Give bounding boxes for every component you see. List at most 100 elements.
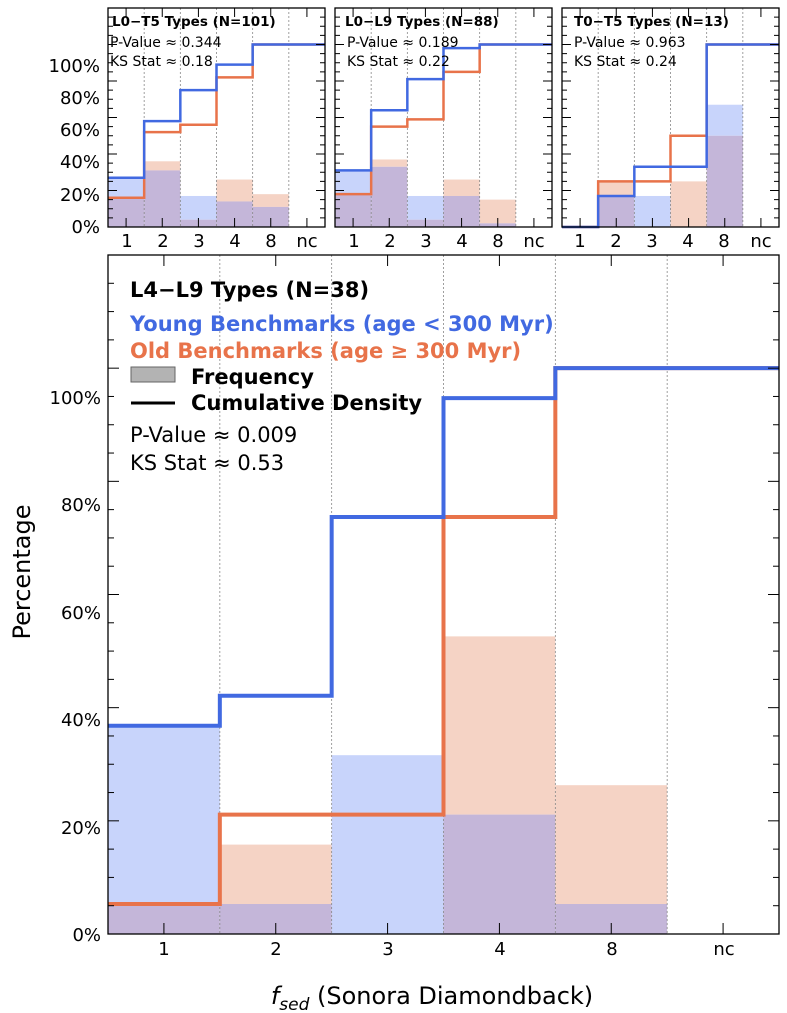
annotations: L0−T5 Types (N=101) P-Value ≈ 0.344 KS S…: [110, 14, 276, 70]
panel-top-left: 0% 20% 40% 60% 80% 100% 1 2 3 4 8 nc L0−…: [49, 7, 326, 252]
x-tick-label: 8: [606, 939, 617, 960]
y-tick-labels: 0% 20% 40% 60% 80% 100%: [49, 56, 100, 238]
ks-stat-text: KS Stat ≈ 0.18: [110, 54, 213, 70]
young-frequency-bar: [180, 195, 217, 220]
legend-old-label: Old Benchmarks (age ≥ 300 Myr): [130, 339, 521, 363]
x-tick-label: 3: [382, 939, 393, 960]
young-cumulative-line: [108, 366, 779, 728]
legend-young-label: Young Benchmarks (age < 300 Myr): [129, 312, 554, 336]
legend-frequency-patch: [130, 366, 176, 383]
p-value-text: P-Value ≈ 0.009: [130, 423, 297, 447]
x-tick-labels: 1 2 3 4 8 nc: [121, 231, 317, 252]
ks-stat-text: KS Stat ≈ 0.22: [347, 54, 450, 70]
y-tick-labels: 0% 20% 40% 60% 80% 100%: [50, 388, 101, 946]
x-tick-label: 4: [229, 231, 240, 252]
y-axis-label: Percentage: [8, 504, 36, 639]
y-tick-label: 100%: [49, 56, 100, 77]
x-tick-label: 8: [492, 231, 503, 252]
old-frequency-bar: [216, 179, 253, 202]
annotations: L0−L9 Types (N=88) P-Value ≈ 0.189 KS St…: [345, 14, 499, 70]
x-tick-labels: 1 2 3 4 8 nc: [158, 939, 734, 960]
old-frequency-bar: [479, 199, 516, 224]
old-frequency-bar: [144, 161, 181, 171]
x-tick-label: nc: [296, 231, 317, 252]
young-frequency-bar: [331, 755, 444, 934]
panel-title: T0−T5 Types (N=13): [574, 14, 729, 30]
x-tick-labels: 1 2 3 4 8 nc: [348, 231, 544, 252]
old-frequency-bar: [555, 785, 668, 905]
legend: L4−L9 Types (N=38) Young Benchmarks (age…: [129, 278, 554, 475]
x-tick-label: nc: [713, 939, 734, 960]
x-tick-label: 4: [456, 231, 467, 252]
x-tick-label: 3: [646, 231, 657, 252]
overlap-frequency-bar: [706, 135, 743, 227]
x-tick-label: 1: [574, 231, 585, 252]
panel-top-right: 1 2 3 4 8 nc T0−T5 Types (N=13) P-Value …: [561, 7, 780, 252]
legend-cumulative-label: Cumulative Density: [191, 391, 422, 415]
old-frequency-bar: [371, 159, 408, 167]
ks-stat-text: KS Stat ≈ 0.53: [130, 451, 284, 475]
young-cumulative-line: [562, 43, 779, 229]
y-tick-label: 20%: [61, 818, 101, 839]
young-frequency-bar: [108, 725, 220, 905]
x-tick-label: 2: [384, 231, 395, 252]
x-tick-label: nc: [523, 231, 544, 252]
x-tick-label: 8: [265, 231, 276, 252]
panel-title: L4−L9 Types (N=38): [130, 278, 369, 302]
legend-frequency-label: Frequency: [191, 365, 314, 389]
y-tick-label: 60%: [60, 120, 100, 141]
p-value-text: P-Value ≈ 0.189: [347, 35, 459, 51]
x-tick-label: 4: [682, 231, 693, 252]
ks-stat-text: KS Stat ≈ 0.24: [574, 54, 677, 70]
young-frequency-bar: [407, 195, 444, 220]
y-tick-label: 0%: [71, 217, 100, 238]
x-tick-label: nc: [750, 231, 771, 252]
overlap-frequency-bar: [443, 814, 556, 934]
annotations: T0−T5 Types (N=13) P-Value ≈ 0.963 KS St…: [574, 14, 729, 70]
y-tick-label: 100%: [50, 388, 101, 409]
overlap-frequency-bar: [252, 206, 289, 227]
x-tick-label: 4: [494, 939, 505, 960]
x-tick-labels: 1 2 3 4 8 nc: [574, 231, 771, 252]
x-tick-label: 3: [420, 231, 431, 252]
old-frequency-bar: [443, 179, 480, 196]
overlap-frequency-bar: [371, 166, 408, 227]
panel-main: 0% 20% 40% 60% 80% 100% 1 2 3 4 8 nc Per…: [8, 254, 780, 1013]
old-frequency-bar: [443, 636, 556, 815]
panel-title: L0−T5 Types (N=101): [112, 14, 276, 30]
x-tick-label: 2: [157, 231, 168, 252]
young-frequency-bar: [706, 104, 743, 136]
p-value-text: P-Value ≈ 0.344: [110, 35, 222, 51]
x-axis-label: fsed (Sonora Diamondback): [271, 982, 593, 1013]
x-tick-label: 3: [193, 231, 204, 252]
y-tick-label: 80%: [60, 88, 100, 109]
x-tick-label: 1: [158, 939, 169, 960]
y-tick-label: 40%: [61, 710, 101, 731]
y-tick-label: 40%: [60, 152, 100, 173]
overlap-frequency-bar: [144, 170, 181, 227]
x-tick-label: 8: [718, 231, 729, 252]
young-cumulative-line: [335, 43, 552, 172]
old-frequency-bar: [252, 194, 289, 207]
x-tick-label: 1: [121, 231, 132, 252]
y-tick-label: 80%: [61, 495, 101, 516]
plot-area: [334, 7, 553, 228]
young-frequency-bar: [335, 170, 372, 195]
young-cumulative-line: [108, 43, 325, 179]
p-value-text: P-Value ≈ 0.963: [574, 35, 686, 51]
x-tick-label: 1: [348, 231, 359, 252]
x-tick-label: 2: [270, 939, 281, 960]
panel-title: L0−L9 Types (N=88): [345, 14, 499, 30]
plot-area: [107, 254, 780, 935]
old-frequency-bar: [598, 181, 635, 196]
y-tick-label: 60%: [61, 603, 101, 624]
plot-area: [107, 7, 326, 228]
y-tick-label: 0%: [72, 925, 101, 946]
panel-top-middle: 1 2 3 4 8 nc L0−L9 Types (N=88) P-Value …: [334, 7, 553, 252]
y-tick-label: 20%: [60, 185, 100, 206]
old-frequency-bar: [219, 844, 332, 905]
young-frequency-bar: [108, 177, 145, 198]
plot-area: [561, 7, 780, 229]
x-tick-label: 2: [610, 231, 621, 252]
